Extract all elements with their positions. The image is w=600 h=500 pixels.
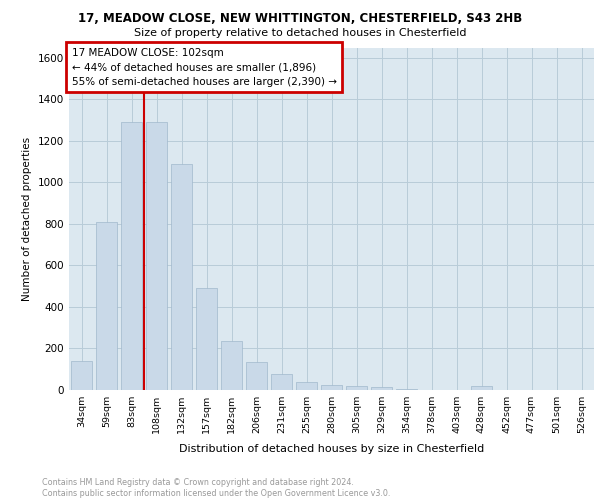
Y-axis label: Number of detached properties: Number of detached properties [22,136,32,301]
Text: Contains HM Land Registry data © Crown copyright and database right 2024.
Contai: Contains HM Land Registry data © Crown c… [42,478,391,498]
Bar [221,341,242,390]
Bar [471,386,492,390]
Bar [146,122,167,390]
Bar [246,362,267,390]
Bar [121,122,142,390]
Text: Size of property relative to detached houses in Chesterfield: Size of property relative to detached ho… [134,28,466,38]
Bar [296,382,317,390]
Bar [346,386,367,390]
Bar [196,288,217,390]
Bar [321,385,342,390]
Bar [171,164,192,390]
Bar [396,389,417,390]
Text: 17 MEADOW CLOSE: 102sqm
← 44% of detached houses are smaller (1,896)
55% of semi: 17 MEADOW CLOSE: 102sqm ← 44% of detache… [71,48,337,87]
Text: 17, MEADOW CLOSE, NEW WHITTINGTON, CHESTERFIELD, S43 2HB: 17, MEADOW CLOSE, NEW WHITTINGTON, CHEST… [78,12,522,26]
Bar [371,387,392,390]
Bar [71,361,92,390]
X-axis label: Distribution of detached houses by size in Chesterfield: Distribution of detached houses by size … [179,444,484,454]
Bar [271,374,292,390]
Bar [96,222,117,390]
